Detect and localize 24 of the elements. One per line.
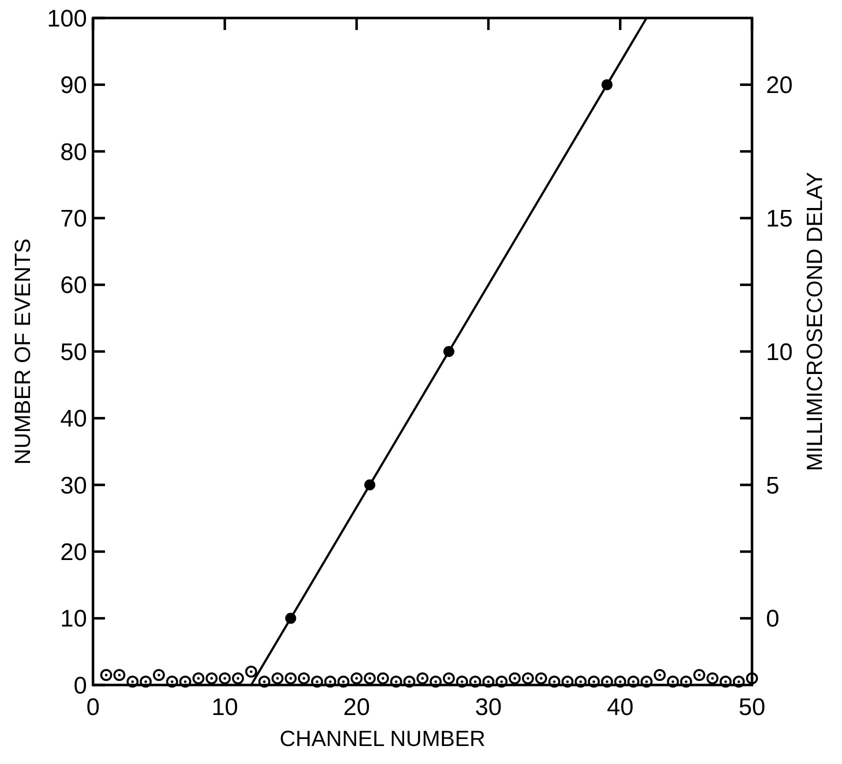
x-axis-title: CHANNEL NUMBER	[280, 726, 486, 751]
y-tick-label: 100	[46, 5, 87, 32]
y2-tick-label: 15	[766, 206, 793, 232]
y-axis-title: NUMBER OF EVENTS	[10, 238, 35, 465]
x-tick-label: 10	[211, 694, 238, 721]
y-tick-label: 60	[60, 272, 87, 300]
y-tick-label: 30	[60, 472, 87, 500]
y-tick-label: 90	[60, 72, 87, 100]
x-tick-label: 20	[343, 694, 370, 721]
y2-axis-title: MILLIMICROSECOND DELAY	[802, 172, 827, 472]
y-tick-label: 20	[60, 539, 87, 566]
x-tick-label: 40	[606, 694, 634, 721]
y2-tick-label: 20	[766, 72, 793, 100]
y-tick-label: 10	[60, 606, 87, 633]
y-tick-label: 80	[60, 138, 87, 166]
y-tick-label: 70	[60, 206, 87, 232]
y-tick-label: 40	[60, 406, 87, 433]
y-tick-label: 50	[60, 338, 87, 366]
y2-tick-label: 0	[766, 606, 780, 633]
y-tick-label: 0	[74, 672, 87, 700]
y2-tick-label: 10	[766, 338, 793, 366]
x-tick-label: 50	[738, 694, 766, 721]
y2-tick-label: 5	[766, 472, 780, 500]
x-tick-label: 30	[475, 694, 502, 721]
